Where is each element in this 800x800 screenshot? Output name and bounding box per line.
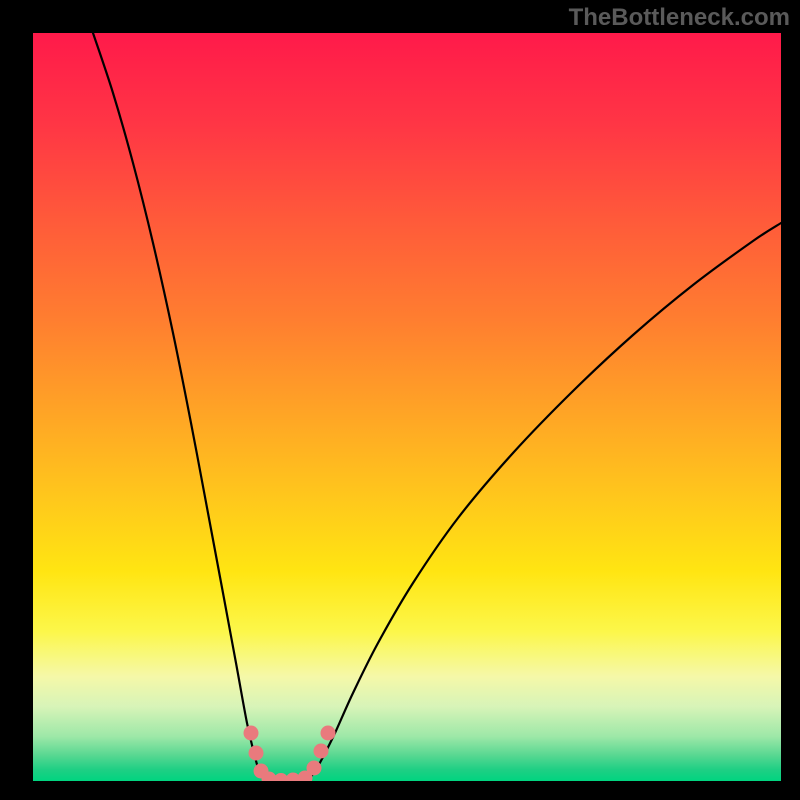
marker-point bbox=[321, 726, 336, 741]
watermark-text: TheBottleneck.com bbox=[569, 4, 790, 32]
marker-point bbox=[244, 726, 259, 741]
marker-point bbox=[314, 744, 329, 759]
plot-area bbox=[33, 33, 781, 781]
marker-point bbox=[307, 761, 322, 776]
marker-point bbox=[249, 746, 264, 761]
gradient-background bbox=[33, 33, 781, 781]
chart-container: TheBottleneck.com bbox=[0, 0, 800, 800]
chart-svg bbox=[33, 33, 781, 781]
